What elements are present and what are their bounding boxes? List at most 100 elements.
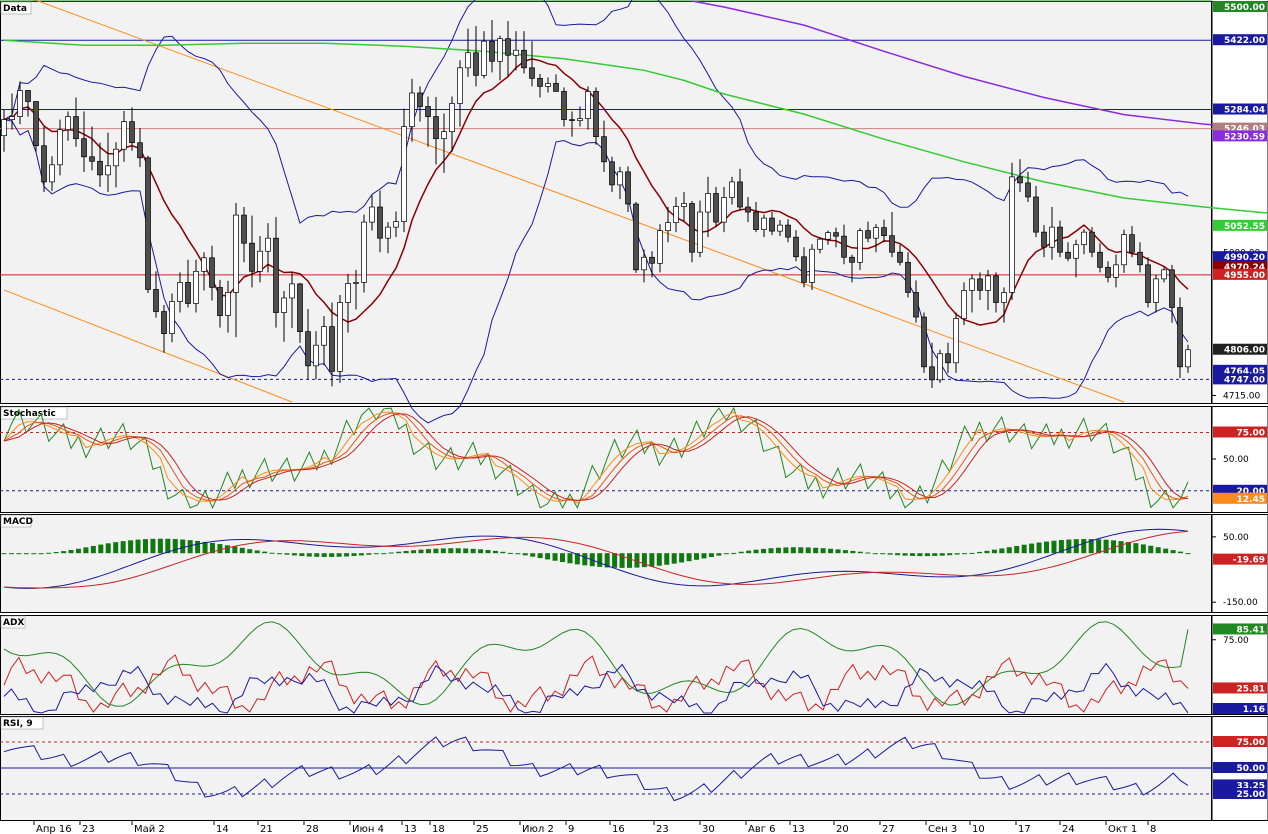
candle-body	[945, 353, 951, 364]
candle	[137, 128, 143, 167]
candle	[905, 252, 911, 298]
macd-histogram-bar	[820, 548, 826, 554]
candle-body	[25, 90, 31, 102]
main-price-tag-10	[1213, 364, 1267, 376]
macd-histogram-bar	[694, 553, 700, 560]
candle	[289, 272, 295, 329]
macd-histogram-bar	[299, 553, 305, 557]
macd-histogram-bar	[23, 553, 29, 555]
candle-body	[1065, 251, 1071, 259]
macd-histogram-bar	[537, 553, 543, 559]
candle-body	[449, 103, 455, 133]
candle-body	[673, 206, 679, 223]
macd-histogram-bar	[8, 553, 14, 555]
candle-body	[633, 203, 639, 271]
candle-body	[1057, 226, 1063, 253]
main-price-tag-text-4: 5230.59	[1224, 132, 1265, 142]
candle-body	[569, 119, 575, 121]
candle-body	[665, 222, 671, 231]
macd-histogram-bar	[388, 552, 394, 554]
candle	[1041, 225, 1047, 258]
macd-histogram-bar	[701, 553, 707, 559]
candle-body	[129, 121, 135, 144]
candle-body	[825, 232, 831, 240]
candle	[913, 280, 919, 323]
macd-histogram-bar	[284, 553, 290, 555]
macd-price-tag-0	[1213, 553, 1267, 565]
candle	[433, 96, 439, 165]
candle-body	[465, 52, 471, 69]
candle	[313, 331, 319, 380]
candle-body	[529, 67, 535, 79]
candle	[985, 269, 991, 311]
macd-histogram-bar	[1058, 540, 1064, 554]
macd-histogram-bar	[1148, 545, 1154, 554]
macd-histogram-bar	[738, 551, 744, 554]
candle-body	[1113, 264, 1119, 278]
candle	[657, 224, 663, 273]
candle	[777, 220, 783, 237]
macd-histogram-bar	[1029, 543, 1035, 554]
macd-histogram-bar	[716, 553, 722, 556]
candle	[841, 224, 847, 265]
candle-body	[217, 287, 223, 316]
moving-average-purple	[691, 0, 1268, 130]
macd-histogram-bar	[895, 553, 901, 556]
candle-body	[489, 40, 495, 62]
candle	[105, 132, 111, 192]
candle	[505, 21, 511, 77]
candle	[1153, 274, 1159, 313]
candle	[217, 279, 223, 328]
macd-histogram-bar	[381, 553, 387, 555]
candle	[473, 26, 479, 87]
main-price-tag-2	[1213, 103, 1267, 115]
candle	[97, 142, 103, 187]
candle-body	[921, 316, 927, 368]
candle	[201, 252, 207, 291]
date-label-18: 27	[882, 824, 895, 834]
macd-histogram-bar	[142, 539, 148, 554]
macd-histogram-bar	[351, 553, 357, 556]
candle-body	[905, 261, 911, 293]
candle-body	[1169, 269, 1175, 308]
date-label-11: 9	[568, 824, 574, 834]
macd-histogram-bar	[492, 550, 498, 554]
macd-histogram-bar	[329, 553, 335, 557]
main-tick-label-1: 4715.00	[1223, 391, 1260, 401]
candle	[649, 251, 655, 278]
macd-histogram-bar	[210, 542, 216, 554]
macd-histogram-bar	[180, 539, 186, 554]
rsi-pane-title: RSI, 9	[3, 719, 33, 729]
rsi-title-box	[0, 716, 44, 730]
macd-histogram-bar	[269, 552, 275, 554]
candle	[1057, 220, 1063, 258]
main-price-tag-0	[1213, 1, 1267, 12]
candle-body	[969, 278, 975, 291]
candle-body	[1, 119, 7, 137]
candle-body	[1137, 251, 1143, 266]
candle-body	[201, 257, 207, 272]
candle	[689, 200, 695, 263]
candle-body	[1089, 231, 1095, 253]
candle	[1065, 242, 1071, 262]
candle-body	[777, 224, 783, 232]
candle-body	[377, 206, 383, 239]
macd-histogram-bar	[1044, 541, 1050, 554]
candle-body	[313, 344, 319, 367]
candle-body	[785, 224, 791, 238]
candle-body	[841, 235, 847, 258]
candle-body	[1097, 251, 1103, 268]
candle-body	[809, 248, 815, 283]
candle-body	[1161, 269, 1167, 280]
main-price-pane	[0, 0, 1268, 424]
candle	[153, 271, 159, 318]
candle-body	[401, 126, 407, 222]
macd-pane-title: MACD	[3, 517, 33, 527]
candle-body	[329, 326, 335, 372]
macd-histogram-bar	[790, 547, 796, 554]
macd-histogram-bar	[366, 553, 372, 555]
macd-histogram-bar	[321, 553, 327, 557]
candle	[713, 186, 719, 228]
candle-body	[41, 145, 47, 183]
